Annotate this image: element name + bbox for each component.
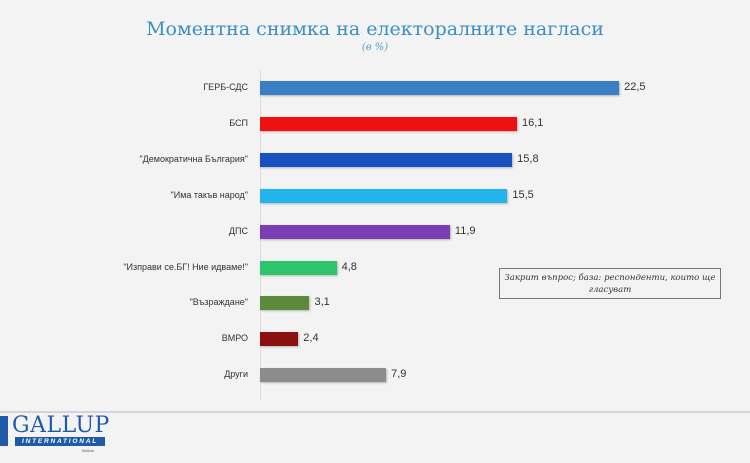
bar-row: ДПС 11,9 xyxy=(0,223,750,243)
bar xyxy=(260,332,299,347)
chart-subtitle: (в %) xyxy=(361,42,389,53)
value-label: 15,8 xyxy=(517,152,539,165)
category-label: БСП xyxy=(229,117,248,128)
bar xyxy=(260,260,337,275)
chart-title: Моментна снимка на електоралните нагласи xyxy=(146,18,604,40)
category-label: "Изправи се.БГ! Ние идваме!" xyxy=(123,261,248,272)
logo-mark-icon xyxy=(0,416,8,446)
category-label: "Демократична България" xyxy=(139,153,248,164)
category-label: "Има такъв народ" xyxy=(170,189,248,200)
logo-name: GALLUP xyxy=(12,413,110,438)
logo-region: Balkan xyxy=(82,448,95,453)
bar xyxy=(260,224,450,239)
value-label: 15,5 xyxy=(512,188,534,201)
bar xyxy=(260,152,513,167)
value-label: 2,4 xyxy=(303,332,319,345)
category-label: Други xyxy=(224,369,248,380)
value-label: 11,9 xyxy=(454,224,476,237)
bar-row: "Има такъв народ" 15,5 xyxy=(0,187,750,207)
category-label: ГЕРБ-СДС xyxy=(203,82,248,92)
category-label: "Възраждане" xyxy=(189,297,248,308)
value-label: 16,1 xyxy=(521,116,544,129)
bar-row: ГЕРБ-СДС 22,5 xyxy=(0,79,750,99)
footer-divider xyxy=(0,411,750,413)
methodology-note: Закрит въпрос; база: респонденти, които … xyxy=(499,268,721,299)
bar-row: "Демократична България" 15,8 xyxy=(0,151,750,171)
bar-row: "Изправи се.БГ! Ние идваме!" 4,8 xyxy=(0,259,750,279)
bar-row: ВМРО 2,4 xyxy=(0,330,750,350)
value-label: 22,5 xyxy=(624,81,646,93)
bar xyxy=(260,116,517,131)
logo-subname: INTERNATIONAL xyxy=(15,437,105,446)
bar xyxy=(260,296,310,311)
bar-row: БСП 16,1 xyxy=(0,115,750,135)
category-label: ДПС xyxy=(228,225,248,236)
bar-row: "Възраждане" 3,1 xyxy=(0,294,750,314)
value-label: 3,1 xyxy=(314,296,330,309)
value-label: 4,8 xyxy=(341,260,357,273)
category-label: ВМРО xyxy=(221,333,248,344)
value-label: 7,9 xyxy=(391,368,407,381)
bar-row: Други 7,9 xyxy=(0,366,750,386)
bar xyxy=(260,81,620,95)
bar xyxy=(260,368,387,383)
bar xyxy=(260,188,508,203)
